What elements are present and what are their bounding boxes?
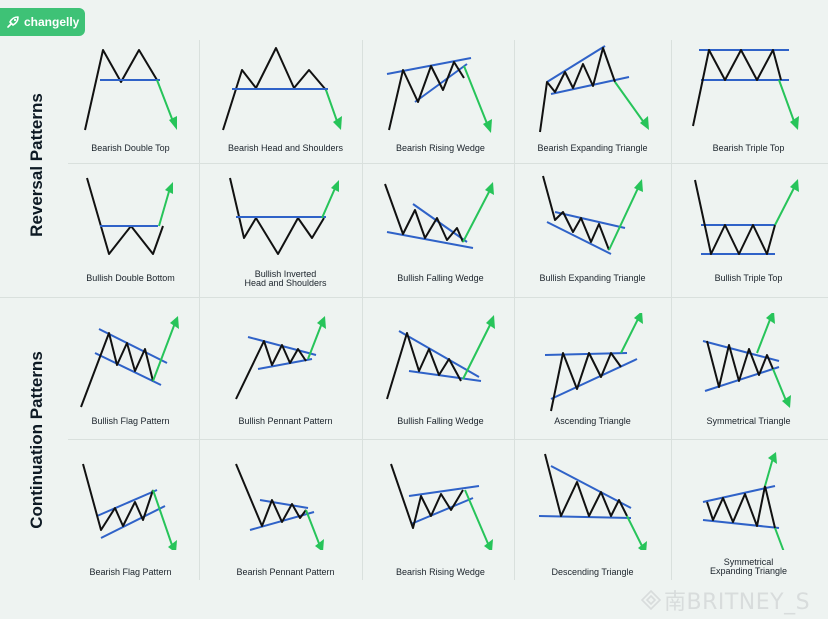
pattern-diagram (539, 45, 649, 133)
pattern-name: Bullish Pennant Pattern (238, 416, 333, 426)
section-label-reversal: Reversal Patterns (27, 93, 46, 237)
changelly-logo: changelly (0, 8, 85, 36)
column-divider (671, 40, 672, 580)
pattern-name: Bearish Head and Shoulders (227, 143, 344, 153)
pattern-name: Bullish Falling Wedge (397, 416, 484, 426)
pattern-name: Bearish Triple Top (712, 143, 785, 153)
pattern-diagram (82, 463, 177, 550)
brand-name: changelly (24, 15, 80, 29)
pattern-diagram (544, 313, 643, 412)
pattern-name: Bearish Double Top (91, 143, 170, 153)
pattern-name: Bearish Flag Pattern (89, 567, 172, 577)
pattern-diagram (84, 49, 177, 131)
pattern-name: Bullish Inverted Head and Shoulders (244, 269, 327, 288)
pattern-name: Bullish Expanding Triangle (539, 273, 646, 283)
rocket-icon (7, 16, 19, 28)
pattern-diagram (235, 463, 324, 550)
watermark-text: 南BRITNEY_S (664, 590, 811, 615)
pattern-name: Bullish Flag Pattern (91, 416, 170, 426)
column-divider (514, 40, 515, 580)
pattern-diagram (229, 177, 339, 255)
pattern-diagram (694, 179, 799, 255)
column-divider (199, 40, 200, 580)
pattern-name: Bullish Triple Top (714, 273, 783, 283)
pattern-name: Bearish Expanding Triangle (537, 143, 648, 153)
pattern-name: Bullish Double Bottom (86, 273, 175, 283)
pattern-name: Bearish Rising Wedge (396, 143, 485, 153)
pattern-name: Bearish Pennant Pattern (236, 567, 335, 577)
row-divider (68, 439, 828, 440)
pattern-diagram (386, 315, 495, 400)
pattern-diagram (390, 463, 493, 550)
column-divider (362, 40, 363, 580)
section-divider (0, 297, 828, 298)
watermark: 南BRITNEY_S (640, 584, 810, 616)
pattern-diagram (80, 316, 179, 408)
pattern-diagram (386, 57, 492, 133)
pattern-name: Descending Triangle (551, 567, 634, 577)
section-label-continuation: Continuation Patterns (27, 351, 46, 529)
row-divider (68, 163, 828, 164)
pattern-name: Bearish Rising Wedge (396, 567, 485, 577)
pattern-diagram (692, 49, 799, 130)
pattern-diagram (222, 47, 342, 131)
pattern-diagram (542, 175, 643, 255)
diamond-icon (640, 589, 662, 611)
pattern-diagram (702, 313, 791, 408)
pattern-diagram (86, 177, 173, 255)
pattern-diagram (384, 182, 494, 249)
pattern-diagram (702, 452, 785, 550)
pattern-name: Symmetrical Triangle (706, 416, 791, 426)
pattern-name: Ascending Triangle (554, 416, 631, 426)
pattern-diagram (538, 453, 647, 550)
pattern-name: Bullish Falling Wedge (397, 273, 484, 283)
pattern-name: Symmetrical Expanding Triangle (709, 557, 788, 576)
pattern-diagram (235, 316, 326, 400)
